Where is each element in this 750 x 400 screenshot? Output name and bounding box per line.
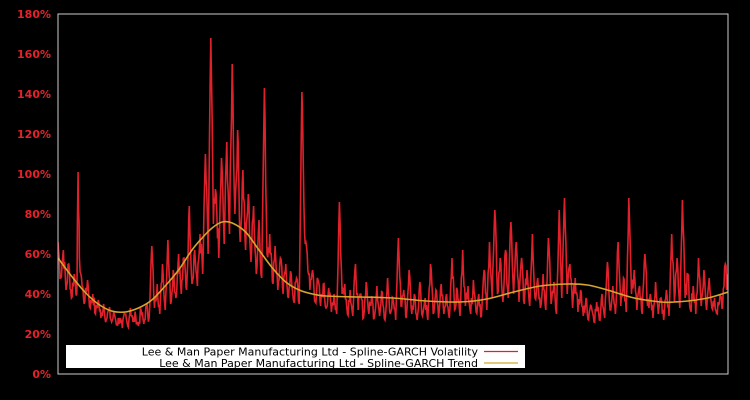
y-tick-label: 0%	[32, 368, 51, 381]
y-tick-label: 120%	[17, 128, 51, 141]
plot-frame	[57, 13, 729, 375]
y-tick-label: 20%	[25, 328, 51, 341]
y-tick-label: 180%	[17, 8, 51, 21]
y-tick-label: 60%	[25, 248, 51, 261]
legend-label-volatility: Lee & Man Paper Manufacturing Ltd - Spli…	[142, 346, 479, 359]
trend-series-line	[58, 220, 728, 314]
y-tick-label: 140%	[17, 88, 51, 101]
volatility-series-line	[58, 37, 728, 331]
y-tick-label: 100%	[17, 168, 51, 181]
y-tick-label: 160%	[17, 48, 51, 61]
legend-box	[66, 345, 525, 368]
legend-label-trend: Lee & Man Paper Manufacturing Ltd - Spli…	[159, 357, 478, 370]
y-tick-label: 80%	[25, 208, 51, 221]
y-tick-label: 40%	[25, 288, 51, 301]
chart-legend: Lee & Man Paper Manufacturing Ltd - Spli…	[66, 345, 525, 370]
y-axis-tick-labels: 0% 20% 40% 60% 80% 100% 120% 140% 160% 180%	[17, 8, 51, 381]
plot-area	[58, 37, 728, 331]
